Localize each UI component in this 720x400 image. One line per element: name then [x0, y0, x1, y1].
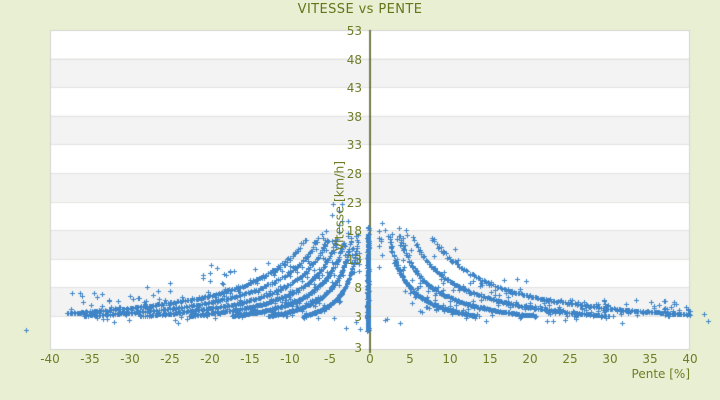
x-tick-label: -10: [280, 352, 300, 366]
y-tick-label: 43: [346, 81, 362, 96]
y-axis-min-label: 3: [354, 341, 362, 355]
y-tick-label: 33: [346, 138, 362, 153]
x-tick-label: 25: [562, 352, 578, 366]
x-tick-label: 5: [406, 352, 414, 366]
y-tick-label: 28: [346, 167, 362, 181]
y-tick-label: 38: [346, 109, 362, 124]
x-tick-label: -15: [240, 352, 260, 366]
y-tick-label: 48: [346, 52, 362, 67]
y-tick-label: 18: [346, 224, 362, 239]
x-tick-label: 30: [602, 352, 618, 366]
y-tick-label: 23: [346, 195, 362, 210]
y-tick-label: 13: [346, 252, 362, 267]
x-tick-label: 10: [442, 352, 458, 366]
x-tick-label: 35: [642, 352, 658, 366]
x-tick-label: -5: [324, 352, 336, 366]
x-tick-label: 15: [482, 352, 498, 366]
y-axis-title: Vitesse [km/h]: [331, 160, 347, 252]
x-tick-label: 20: [522, 352, 538, 366]
y-tick-label: 3: [354, 310, 362, 324]
y-tick-label: 53: [346, 24, 362, 38]
x-tick-label: -35: [80, 352, 100, 366]
x-axis-title: Pente [%]: [631, 367, 690, 381]
x-tick-label: -40: [40, 352, 60, 366]
x-tick-label: -20: [200, 352, 220, 366]
x-tick-label: -30: [120, 352, 140, 366]
x-tick-label: 40: [682, 352, 698, 366]
x-tick-label: 0: [366, 352, 374, 366]
x-tick-label: -25: [160, 352, 180, 366]
chart-title: VITESSE vs PENTE: [297, 2, 423, 17]
y-tick-label: 8: [354, 281, 362, 296]
